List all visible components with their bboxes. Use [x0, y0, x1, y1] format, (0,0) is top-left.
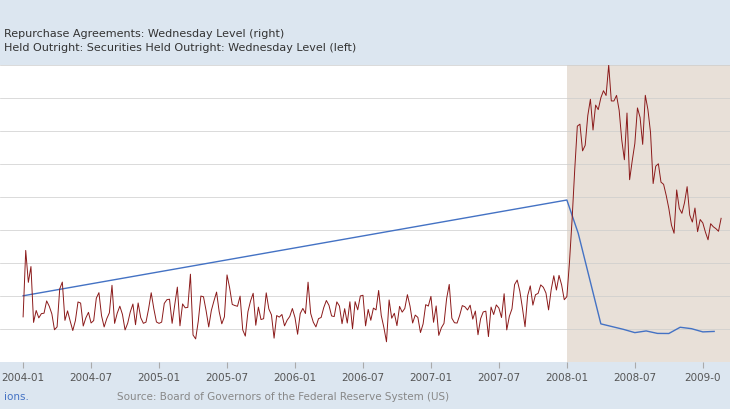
Text: Repurchase Agreements: Wednesday Level (right): Repurchase Agreements: Wednesday Level (… — [4, 29, 284, 39]
Bar — [567, 65, 730, 362]
Text: ions.: ions. — [4, 391, 28, 401]
Text: Held Outright: Securities Held Outright: Wednesday Level (left): Held Outright: Securities Held Outright:… — [4, 43, 356, 53]
Text: Source: Board of Governors of the Federal Reserve System (US): Source: Board of Governors of the Federa… — [117, 391, 449, 401]
